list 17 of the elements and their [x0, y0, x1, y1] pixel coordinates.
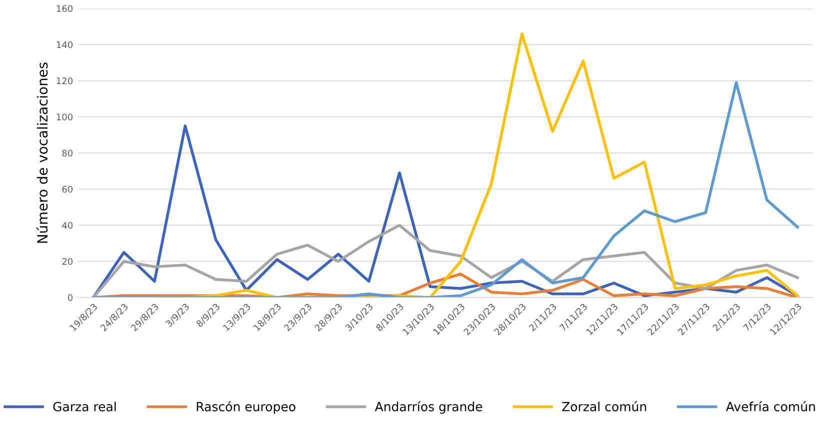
line-series	[92, 224, 799, 298]
y-tick-label: 40	[62, 222, 73, 229]
y-tick-label: 0	[68, 294, 73, 302]
legend-label: Zorzal común	[562, 401, 646, 412]
y-tick-label: 20	[62, 258, 73, 265]
y-axis-title: Número de vocalizaciones	[36, 62, 48, 243]
y-tick-label: 160	[56, 5, 73, 12]
y-tick-label: 100	[56, 114, 73, 120]
y-tick-label: 80	[62, 150, 73, 157]
legend-label: Rascón europeo	[196, 401, 296, 414]
y-tick-label: 60	[62, 186, 73, 193]
legend-label: Andarríos grande	[374, 401, 482, 414]
y-tick-label: 120	[56, 77, 73, 84]
line-series	[92, 81, 799, 298]
legend-label: Garza real	[53, 402, 116, 412]
legend-label: Avefría común	[726, 401, 815, 412]
y-tick-label: 140	[56, 41, 73, 48]
